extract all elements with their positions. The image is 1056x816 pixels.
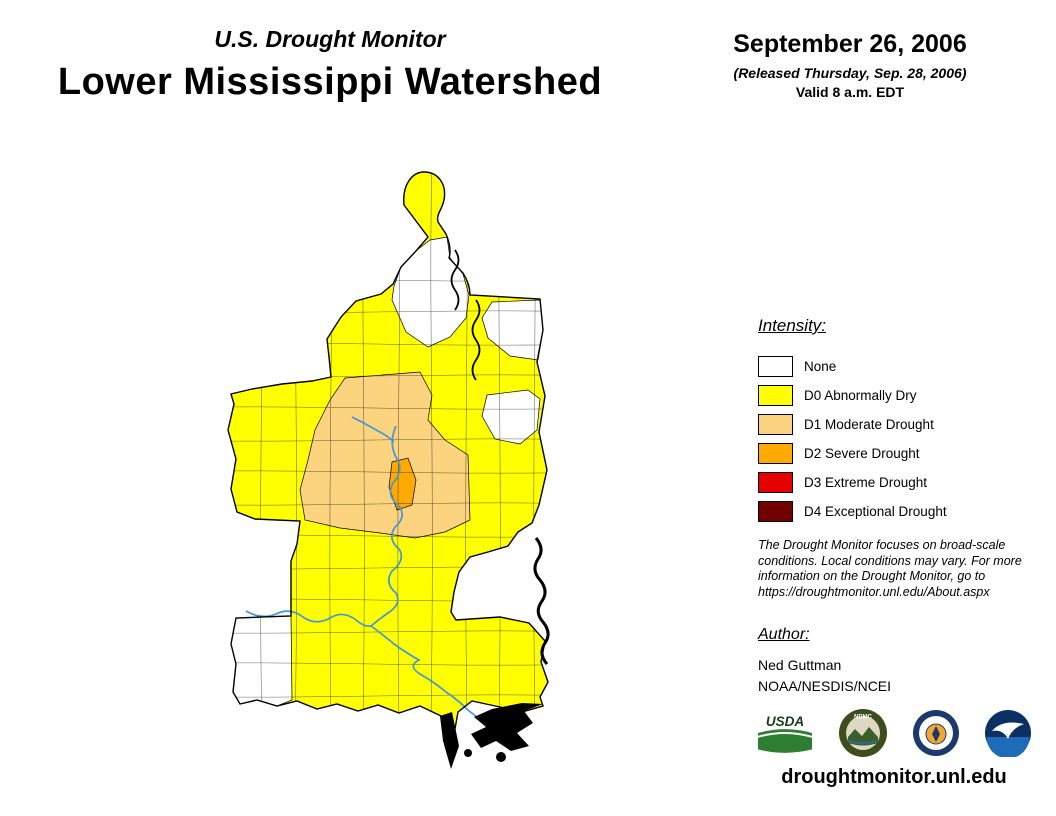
commerce-logo	[913, 710, 959, 756]
legend-row-none: None	[758, 352, 1048, 381]
delta-marsh	[471, 703, 543, 751]
legend-swatch	[758, 414, 793, 435]
usda-logo: USDA	[756, 711, 814, 755]
legend-row-d0: D0 Abnormally Dry	[758, 381, 1048, 410]
stream-channel-1	[450, 249, 460, 311]
legend-row-d1: D1 Moderate Drought	[758, 410, 1048, 439]
author-name: Ned Guttman	[758, 657, 842, 673]
page-title: Lower Mississippi Watershed	[57, 61, 603, 103]
logo-row: USDA NDMC	[756, 706, 1032, 760]
disclaimer-text: The Drought Monitor focuses on broad-sca…	[758, 538, 1022, 599]
report-date: September 26, 2006	[733, 30, 967, 58]
author-block: Author: Ned Guttman NOAA/NESDIS/NCEI	[758, 626, 891, 694]
valid-time: Valid 8 a.m. EDT	[795, 84, 905, 100]
delta-spike	[440, 712, 459, 769]
drought-map	[227, 171, 550, 769]
legend-label: None	[804, 359, 837, 374]
legend-label: D1 Moderate Drought	[804, 417, 934, 432]
region-none-neck	[391, 236, 470, 348]
legend-row-d4: D4 Exceptional Drought	[758, 497, 1048, 526]
river-tributary-west	[245, 610, 372, 627]
river-tributary-north	[351, 416, 395, 443]
author-affiliation: NOAA/NESDIS/NCEI	[758, 678, 892, 694]
release-date: (Released Thursday, Sep. 28, 2006)	[733, 65, 967, 81]
delta-island-2	[464, 749, 472, 757]
header: U.S. Drought Monitor Lower Mississippi W…	[20, 26, 640, 104]
region-d1-moderate	[299, 371, 471, 539]
legend-swatch	[758, 501, 793, 522]
mississippi-river	[369, 425, 487, 725]
legend-label: D3 Extreme Drought	[804, 475, 928, 490]
legend-swatch	[758, 472, 793, 493]
county-lines	[228, 172, 548, 757]
legend-row-d3: D3 Extreme Drought	[758, 468, 1048, 497]
report-supertitle: U.S. Drought Monitor	[214, 26, 446, 52]
ndmc-logo-text: NDMC	[854, 715, 873, 721]
legend-swatch	[758, 385, 793, 406]
region-none-east	[481, 389, 541, 445]
legend-swatch	[758, 443, 793, 464]
region-d2-severe	[388, 457, 417, 511]
ndmc-logo: NDMC	[839, 709, 887, 757]
stream-channel-2	[471, 299, 481, 381]
rivers	[245, 416, 487, 725]
author-heading: Author:	[758, 626, 810, 643]
legend-label: D0 Abnormally Dry	[804, 388, 917, 403]
legend-heading: Intensity:	[758, 316, 827, 335]
legend: Intensity: None D0 Abnormally Dry D1 Mod…	[758, 316, 1048, 526]
usda-logo-text: USDA	[766, 714, 804, 729]
legend-label: D2 Severe Drought	[804, 446, 920, 461]
delta-island-1	[496, 752, 506, 762]
legend-label: D4 Exceptional Drought	[804, 504, 947, 519]
footer-url: droughtmonitor.unl.edu	[781, 766, 1007, 788]
legend-swatch	[758, 356, 793, 377]
noaa-logo	[985, 710, 1031, 757]
date-block: September 26, 2006 (Released Thursday, S…	[715, 30, 985, 100]
legend-row-d2: D2 Severe Drought	[758, 439, 1048, 468]
